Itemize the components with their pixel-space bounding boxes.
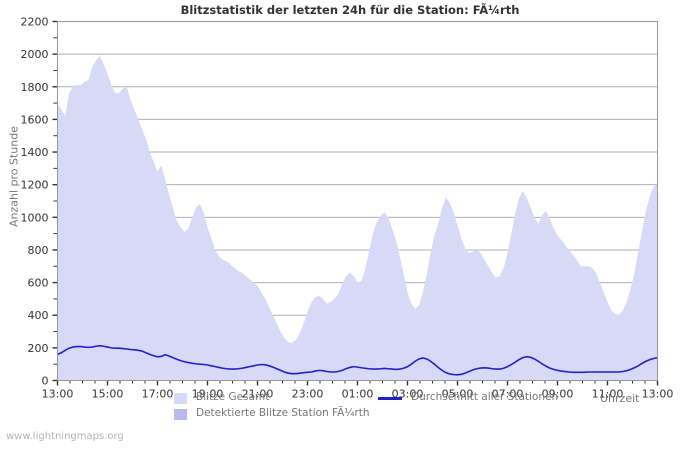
- legend-label-durchschnitt: Durchschnitt aller Stationen: [411, 391, 559, 403]
- x-axis-tick-label: 23:00: [292, 388, 324, 401]
- x-axis-tick-label: 09:00: [542, 388, 574, 401]
- legend-swatch-blitze-gesamt: [174, 393, 187, 404]
- y-axis-tick-label: 1600: [21, 113, 49, 126]
- x-axis-tick-label: 17:00: [142, 388, 174, 401]
- y-axis-label: Anzahl pro Stunde: [7, 126, 21, 228]
- line-durchschnitt-aller-stationen: [57, 344, 658, 376]
- x-axis-tick-label: 07:00: [492, 388, 524, 401]
- legend-swatch-detektierte-blitze-station: [174, 409, 187, 420]
- chart-title: Blitzstatistik der letzten 24h für die S…: [180, 3, 520, 17]
- legend-label-blitze-gesamt: Blitze Gesamt: [196, 391, 270, 403]
- x-axis-tick-label: 15:00: [92, 388, 124, 401]
- y-axis-tick-label: 1000: [21, 211, 49, 224]
- y-axis-tick-label: 2200: [21, 16, 49, 29]
- area-blitze-gesamt: [57, 55, 658, 381]
- legend-line-durchschnitt: [378, 397, 402, 400]
- x-axis-tick-label: 05:00: [442, 388, 474, 401]
- y-axis-tick-label: 2000: [21, 48, 49, 61]
- x-axis-tick-label: 13:00: [42, 388, 74, 401]
- footer-source-text: www.lightningmaps.org: [6, 431, 124, 442]
- y-axis-tick-label: 0: [42, 375, 49, 388]
- y-axis-tick-label: 800: [28, 244, 49, 257]
- y-axis-tick-label: 1200: [21, 179, 49, 192]
- legend-label-detektierte-blitze-station: Detektierte Blitze Station FÃ¼rth: [196, 407, 370, 419]
- x-axis-tick-label: 19:00: [192, 388, 224, 401]
- x-axis-tick-label: 13:00: [642, 388, 674, 401]
- x-axis-tick-label: 01:00: [342, 388, 374, 401]
- y-axis-tick-label: 200: [28, 342, 49, 355]
- y-axis-tick-label: 400: [28, 309, 49, 322]
- x-axis-tick-label: 21:00: [242, 388, 274, 401]
- y-axis-tick-label: 1400: [21, 146, 49, 159]
- x-axis-label: Uhrzeit: [600, 392, 640, 405]
- y-axis-tick-label: 600: [28, 277, 49, 290]
- y-axis-tick-label: 1800: [21, 81, 49, 94]
- plot-frame: [57, 21, 658, 381]
- x-axis-tick-label: 11:00: [592, 388, 624, 401]
